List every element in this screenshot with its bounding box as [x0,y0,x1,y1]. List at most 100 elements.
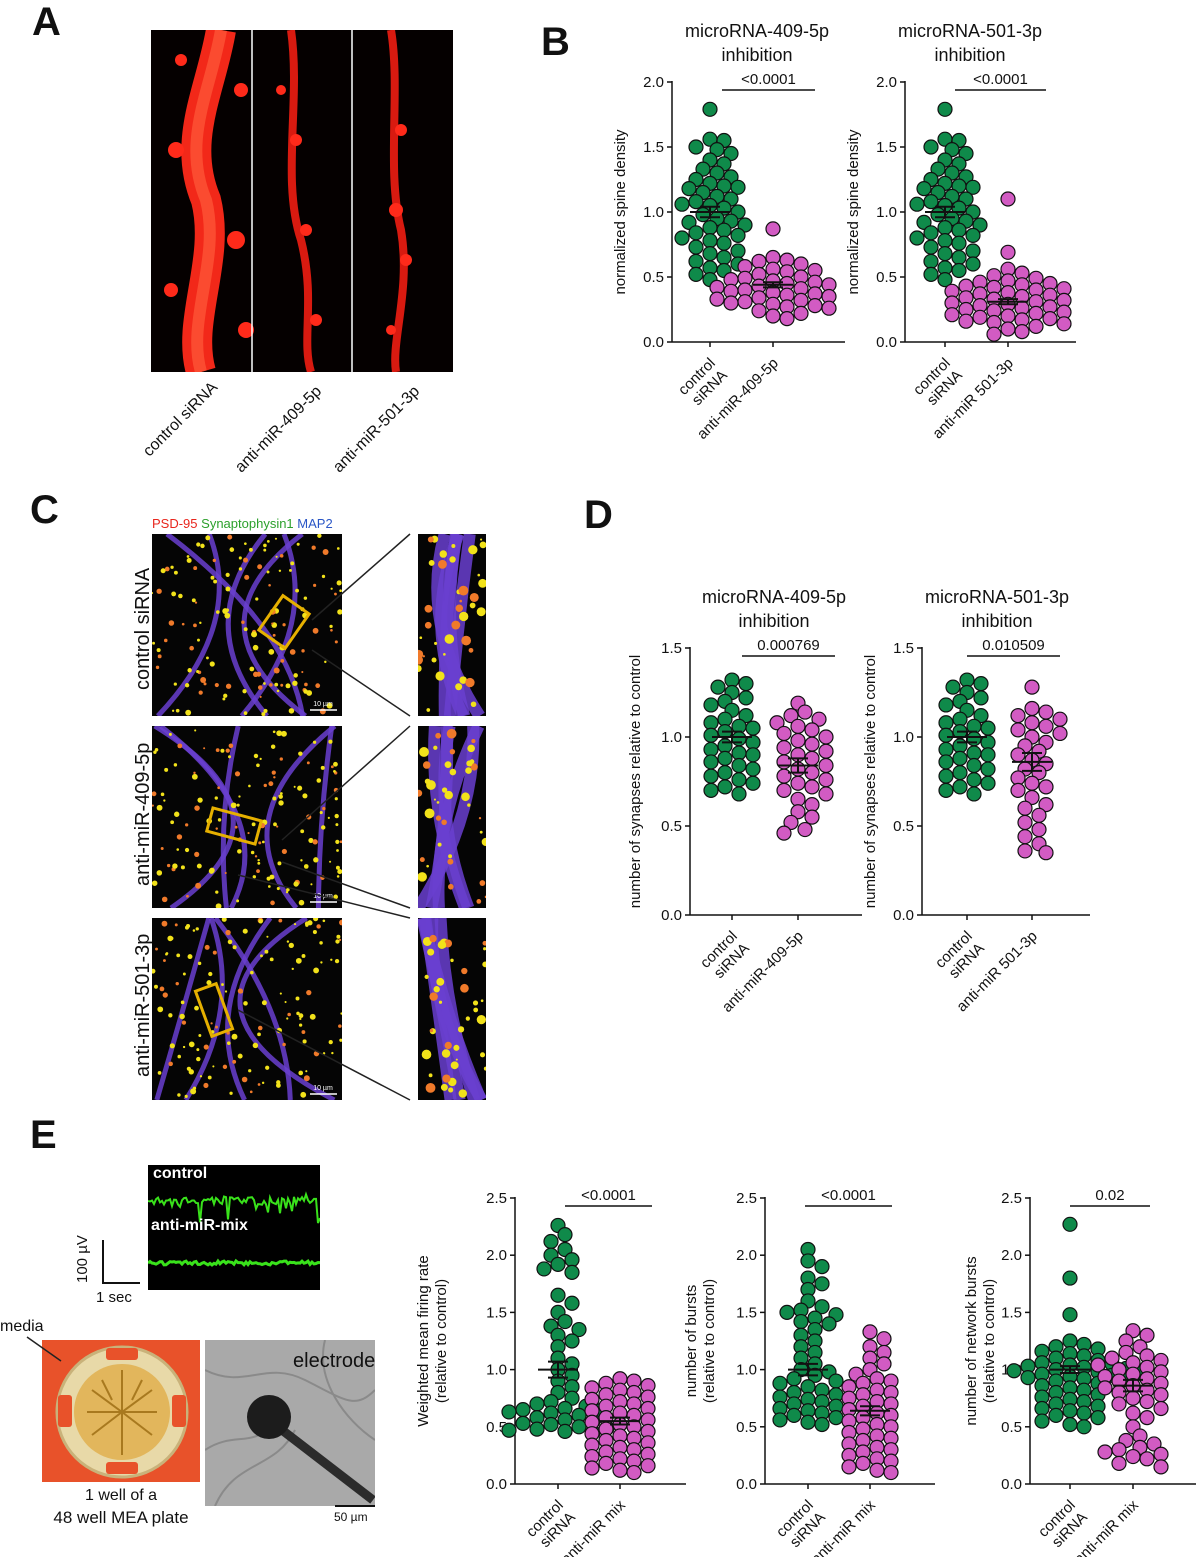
data-point [814,1416,830,1433]
data-point [710,679,726,695]
data-point [765,308,781,324]
data-point [909,196,925,212]
electrode-scale-label: 50 µm [334,1510,368,1524]
data-point [515,1402,531,1418]
data-point [937,272,953,288]
dendrite-micrograph [151,30,453,372]
data-point [776,825,792,841]
data-point [793,292,809,308]
y-tick-label: 2.5 [486,1190,507,1207]
electrode-photo: electrode [205,1340,375,1506]
y-tick-label: 1.5 [893,640,914,657]
chart-title: microRNA-501-3p [898,21,1042,41]
y-axis-label: normalized spine density [612,129,629,295]
data-point [564,1295,580,1311]
stain-legend: PSD-95 Synaptophysin1 MAP2 [152,516,333,531]
data-point [745,747,761,763]
y-tick-label: 2.0 [1001,1247,1022,1264]
p-value-label: 0.000769 [757,637,820,654]
data-point [818,786,834,802]
data-point [1048,1407,1064,1423]
data-point [1139,1410,1155,1426]
data-point [730,179,746,195]
data-point [797,821,813,838]
data-point [769,715,785,731]
data-point [841,1459,857,1475]
data-point [1090,1357,1106,1373]
data-point [783,708,799,724]
data-point [1062,1416,1078,1433]
y-tick-label: 2.0 [736,1247,757,1264]
data-point [543,1233,559,1250]
data-point [1024,700,1040,717]
voltage-scale-bar [102,1240,140,1284]
data-point [793,256,809,272]
y-tick-label: 1.0 [736,1362,757,1379]
p-value-label: 0.02 [1095,1187,1124,1204]
data-point [776,754,792,770]
synapse-zoom-image [418,918,486,1100]
data-point [1017,829,1033,845]
chart-title: microRNA-409-5p [685,21,829,41]
y-axis-label: number of synapses relative to control [627,655,644,908]
data-point [716,249,732,266]
synapse-micrograph: 10 µm [152,534,342,716]
data-point [951,249,967,266]
p-value-label: <0.0001 [821,1187,876,1204]
data-point [1000,321,1016,337]
y-tick-label: 0.0 [1001,1476,1022,1493]
data-point [966,757,982,774]
media-label: media [0,1318,44,1335]
zoom-box [256,593,312,651]
synapse-image: 10 µm [152,534,342,716]
data-point [1038,779,1054,795]
data-point [731,786,747,802]
data-point [1038,797,1054,813]
data-point [1034,1400,1050,1417]
y-tick-label: 1.5 [486,1304,507,1321]
data-point [811,711,827,727]
electrode-image [205,1340,375,1506]
data-point [1111,1442,1127,1458]
data-point [717,779,733,795]
chart-D1: 0.0 0.5 1.0 1.5 microRNA-409-5p inhibition num… [627,587,862,1016]
y-tick-label: 1.5 [876,139,897,156]
data-point [945,679,961,695]
zoom-box [193,981,235,1039]
mea-trace [147,1191,321,1267]
data-point [1111,1396,1127,1412]
data-point [730,227,746,243]
data-point [776,782,792,799]
data-point [1042,311,1058,327]
p-value-label: <0.0001 [973,71,1028,88]
data-point [1118,1344,1134,1361]
scale-time-label: 1 sec [96,1289,132,1306]
data-point [779,311,795,327]
data-point [571,1419,587,1435]
data-point [855,1455,871,1472]
panel-letter-a: A [32,0,61,44]
mea-trace-box: control anti-miR-mix [147,1165,321,1290]
y-tick-label: 2.0 [876,74,897,91]
data-point [800,1379,816,1395]
synapse-zoom-image [418,534,486,716]
y-tick-label: 0.0 [893,907,914,924]
data-point [717,750,733,766]
synapse-zoom-image [418,726,486,908]
data-point [790,804,806,820]
data-point [695,161,711,177]
trace-label-control: control [153,1165,208,1182]
data-point [737,294,753,310]
data-point [543,1416,559,1433]
data-point [958,145,974,162]
data-point [731,772,747,788]
data-point [738,690,754,706]
chart-title: inhibition [721,45,792,65]
data-point [1125,1323,1141,1339]
data-point [818,757,834,774]
data-point [1020,1370,1036,1386]
data-point [828,1373,844,1389]
y-tick-label: 0.5 [736,1419,757,1436]
data-point [1104,1350,1120,1366]
